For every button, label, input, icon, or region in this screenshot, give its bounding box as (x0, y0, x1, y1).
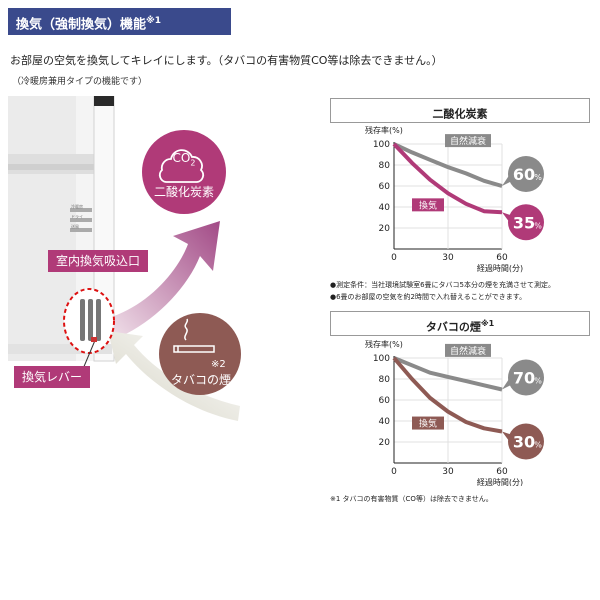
y-axis-label: 残存率(%) (365, 125, 403, 135)
co2-note-1: ●測定条件：当社環境試験室6畳にタバコ5本分の煙を充満させて測定。 (330, 281, 556, 289)
end-value-unit: % (534, 173, 542, 182)
series-line-kanki (392, 142, 503, 215)
co2-symbol: CO (172, 151, 191, 165)
smoke-panel-title: タバコの煙※1 (330, 311, 590, 336)
end-value-unit: % (534, 441, 542, 450)
smoke-note-1: ※1 タバコの有害物質（CO等）は除去できません。 (330, 495, 493, 503)
section-title: 換気（強制換気）機能 (16, 17, 147, 33)
co2-panel-title-text: 二酸化炭素 (432, 107, 488, 121)
end-value-badge (508, 204, 544, 241)
intake-label: 室内換気吸込口 (48, 250, 149, 272)
x-tick-label: 60 (496, 253, 508, 263)
end-value-label: 30 (513, 433, 535, 452)
co2-bubble: CO2 (163, 151, 205, 170)
co2-subscript: 2 (190, 158, 196, 168)
y-tick-label: 100 (373, 140, 390, 150)
y-tick-label: 80 (379, 375, 391, 385)
series-tag-label: 自然減衰 (450, 345, 486, 357)
smoke-mark: ※2 (211, 359, 226, 370)
lever-label: 換気レバー (14, 366, 91, 388)
y-tick-label: 40 (379, 417, 391, 427)
series-tag-label: 換気 (419, 199, 437, 211)
y-tick-label: 60 (379, 182, 391, 192)
y-tick-label: 40 (379, 203, 391, 213)
series-tag-bg (412, 416, 444, 430)
end-value-unit: % (534, 221, 542, 230)
series-tag-label: 換気 (419, 418, 437, 430)
y-tick-label: 80 (379, 161, 391, 171)
intro-text: お部屋の空気を換気してキレイにします。（タバコの有害物質CO等は除去できません。… (10, 54, 443, 67)
unit-label-2: ドライ (71, 213, 83, 219)
y-tick-label: 20 (379, 438, 391, 448)
section-header: 換気（強制換気）機能※1 (8, 8, 231, 35)
y-tick-label: 20 (379, 224, 391, 234)
y-axis-label: 残存率(%) (365, 339, 403, 349)
intro-note: （冷暖房兼用タイプの機能です） (12, 77, 148, 87)
x-tick-label: 0 (391, 253, 397, 263)
end-value-badge (508, 423, 544, 460)
x-axis-label: 経過時間(分) (477, 477, 523, 486)
illustration-graphic: 冷暖房 ドライ 送風 (8, 95, 241, 421)
end-value-badge (508, 156, 544, 192)
smoke-panel-title-text: タバコの煙 (425, 320, 481, 334)
series-tag-bg (412, 198, 444, 212)
aircon-illustration: 冷暖房 ドライ 送風 CO2 二酸化炭素 ※2 タバコの煙 室内換気吸込口 換気… (8, 95, 253, 421)
unit-label-3: 送風 (71, 223, 79, 229)
section-title-mark: ※1 (146, 16, 162, 26)
unit-label-1: 冷暖房 (71, 203, 83, 209)
end-value-badge (508, 359, 544, 396)
series-tag-bg (445, 134, 491, 148)
x-axis-label: 経過時間(分) (477, 263, 523, 273)
series-tag-label: 自然減衰 (450, 135, 486, 147)
y-tick-label: 60 (379, 396, 391, 406)
end-value-label: 70 (513, 369, 535, 388)
end-value-unit: % (534, 377, 542, 386)
x-tick-label: 30 (442, 467, 454, 477)
y-tick-label: 100 (373, 354, 390, 364)
series-line-kanki (392, 356, 503, 434)
co2-panel-title: 二酸化炭素 (330, 98, 590, 123)
co2-note-2: ●6畳のお部屋の空気を約2時間で入れ替えることができます。 (330, 293, 527, 301)
series-line-shizen (393, 356, 503, 392)
x-tick-label: 60 (496, 467, 508, 477)
x-tick-label: 30 (442, 253, 454, 263)
end-value-label: 60 (513, 165, 535, 184)
smoke-panel-title-mark: ※1 (480, 319, 495, 328)
end-value-label: 35 (513, 213, 535, 232)
x-tick-label: 0 (391, 467, 397, 477)
smoke-label: タバコの煙 (170, 373, 231, 387)
co2-label: 二酸化炭素 (153, 185, 214, 199)
series-tag-bg (445, 343, 491, 357)
series-line-shizen (393, 142, 503, 188)
